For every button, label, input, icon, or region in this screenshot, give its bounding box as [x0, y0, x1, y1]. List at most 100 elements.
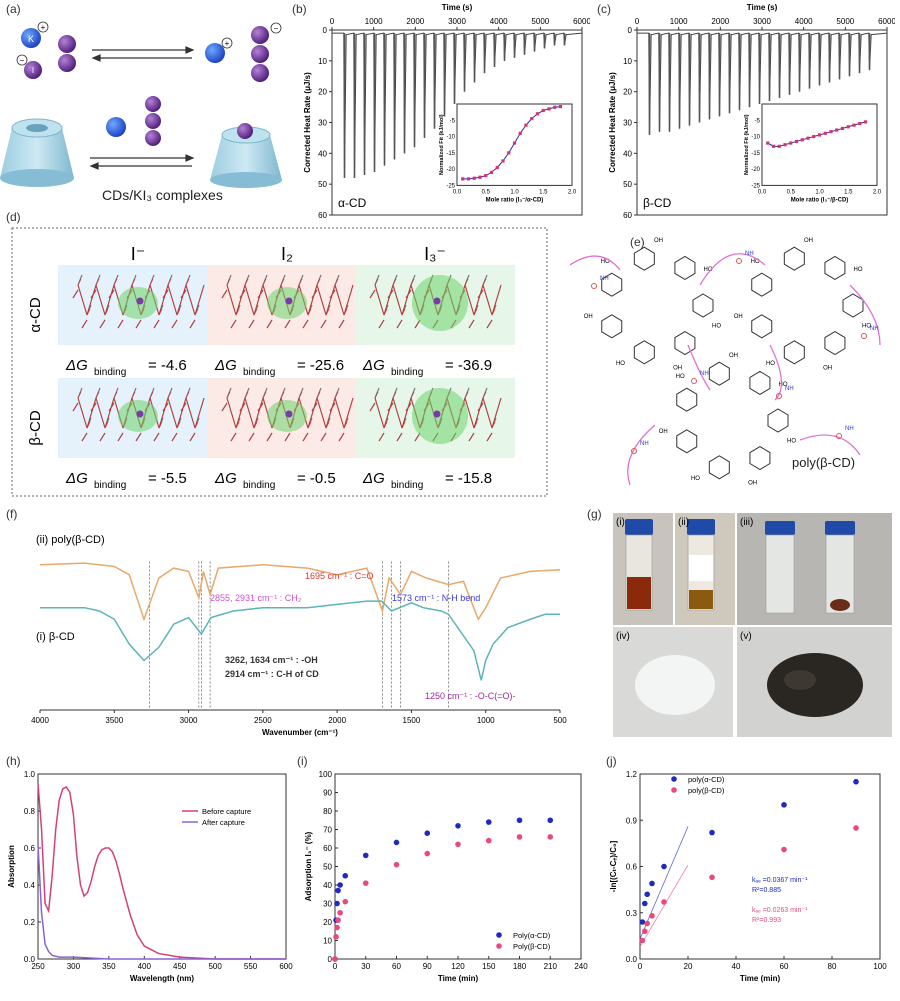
y-tick-label: 0 — [323, 26, 328, 35]
delta-g-subscript: binding — [94, 480, 126, 491]
x-tick-label: 250 — [31, 962, 45, 971]
x-tick-label: 0 — [333, 962, 338, 971]
x-tick-label: 100 — [873, 962, 887, 971]
photo-label-iv: (iv) — [616, 631, 630, 642]
x-tick-label: 2000 — [711, 17, 729, 26]
y-tick-label: 0.0 — [24, 955, 36, 964]
panel-label-b: (b) — [292, 2, 307, 16]
y-tick-label: 30 — [323, 900, 332, 909]
delta-g-symbol: ΔG — [214, 357, 237, 374]
inset-point — [794, 139, 799, 144]
delta-g-value: = -36.9 — [445, 357, 492, 374]
legend-entry: After capture — [202, 818, 245, 827]
data-point — [709, 829, 715, 836]
hydroxyl-label: OH — [729, 353, 738, 359]
hydroxyl-label: OH — [659, 429, 668, 435]
inset-point — [777, 144, 781, 148]
carbonyl-oxygen-icon — [736, 258, 742, 264]
data-point — [393, 839, 400, 846]
inset-point — [858, 121, 862, 126]
inset-point — [495, 165, 499, 170]
inset-point — [835, 128, 839, 132]
svg-text:+: + — [41, 23, 46, 32]
carbonyl-oxygen-icon — [776, 393, 782, 399]
inset-y-tick-label: -5 — [755, 118, 761, 124]
complexation-scheme: K + I − + − — [0, 21, 282, 188]
ki3-complex-icon: + − — [205, 22, 282, 82]
itc-chart-alpha: Time (s) 0 1000 2000 3000 4000 5000 6000 0 10 20 30… — [303, 3, 591, 220]
kinetics-chart: 0 20 40 60 80 100 0.0 0.3 0.6 0.9 1.2 Time (min) -ln… — [609, 770, 887, 983]
linker-chain — [687, 344, 711, 391]
delta-g-symbol: ΔG — [65, 470, 88, 487]
hydroxyl-label: HO — [854, 267, 863, 273]
inset-x-tick-label: 1.5 — [844, 189, 853, 195]
annotation-nh: 1573 cm⁻¹ : N-H bend — [392, 593, 480, 603]
legend-swatch — [496, 943, 502, 949]
nh-label: NH — [845, 426, 854, 432]
iodine-atom — [136, 297, 144, 305]
x-tick-label: 5000 — [836, 17, 854, 26]
svg-text:+: + — [225, 39, 230, 48]
data-point — [853, 825, 859, 831]
top-x-axis-label: Time (s) — [442, 3, 473, 12]
fit-line-2 — [639, 864, 689, 947]
delta-g-value: = -15.8 — [445, 470, 492, 487]
inset-point — [507, 151, 511, 155]
inset-point — [512, 141, 517, 145]
sample-photos: (i) (ii) (iii) (iv) (v) — [613, 513, 892, 737]
delta-g-value: = -25.6 — [297, 357, 344, 374]
panel-label-h: (h) — [6, 754, 21, 768]
panel-label-a: (a) — [6, 2, 21, 16]
x-tick-label: 550 — [244, 962, 258, 971]
hydroxyl-label: HO — [704, 267, 713, 273]
data-point — [781, 802, 787, 808]
top-x-axis-label: Time (s) — [747, 3, 778, 12]
carbonyl-oxygen-icon — [591, 283, 597, 289]
inset-x-tick-label: 0.0 — [758, 189, 767, 195]
legend-entry: Before capture — [202, 807, 251, 816]
poly-beta-cd-label: poly(β-CD) — [792, 455, 856, 470]
inset-point — [783, 143, 787, 147]
nh-label: NH — [700, 371, 709, 377]
glucose-ring — [751, 246, 864, 365]
hydroxyl-label: HO — [766, 361, 775, 367]
uv-vis-chart: 250 300 350 400 450 500 550 600 0.0 0.2 0.4 0.6 0.8 1… — [7, 770, 293, 983]
y-tick-label: 0.3 — [626, 909, 638, 918]
x-axis-label: Wavenumber (cm⁻¹) — [262, 728, 338, 737]
inset-x-tick-label: 1.0 — [815, 189, 824, 195]
panel-label-e: (e) — [630, 235, 645, 249]
legend-entry: Poly(α-CD) — [513, 931, 551, 940]
linker-chain — [799, 434, 861, 456]
y-tick-label: 20 — [323, 918, 332, 927]
inset-point — [541, 108, 545, 113]
inset-point — [530, 117, 534, 121]
inset-point — [501, 159, 505, 163]
y-tick-label: 0.6 — [24, 844, 36, 853]
data-point — [337, 882, 343, 888]
y-axis-label: Absorption — [7, 845, 16, 888]
data-point — [362, 880, 369, 886]
x-tick-label: 210 — [544, 962, 558, 971]
legend-entry: poly(α-CD) — [688, 775, 725, 784]
data-point — [639, 937, 646, 944]
y-tick-label: 0.4 — [24, 881, 36, 890]
hydroxyl-label: HO — [601, 259, 610, 265]
carbonyl-oxygen-icon — [691, 378, 697, 384]
delta-g-value: = -4.6 — [148, 357, 187, 374]
inset-point — [823, 131, 827, 135]
legend-swatch — [671, 776, 677, 782]
x-tick-label: 500 — [553, 716, 567, 725]
glucose-ring — [601, 246, 714, 365]
data-point — [485, 837, 492, 844]
x-tick-label: 0 — [330, 17, 335, 26]
photo-label-ii: (ii) — [678, 517, 689, 528]
hydroxyl-label: HO — [712, 324, 721, 330]
inset-y-tick-label: -10 — [751, 135, 760, 141]
delta-g-subscript: binding — [391, 480, 423, 491]
x-tick-label: 60 — [780, 962, 789, 971]
panel-e: (e) HO OH HO OH HO OH HO HO OH HO OH HO OH HO HO OH HO OH… — [560, 225, 900, 505]
photo-v — [737, 627, 892, 737]
svg-text:−: − — [20, 56, 25, 65]
inset-point — [472, 176, 476, 180]
series-name-i: (i) β-CD — [36, 631, 75, 643]
